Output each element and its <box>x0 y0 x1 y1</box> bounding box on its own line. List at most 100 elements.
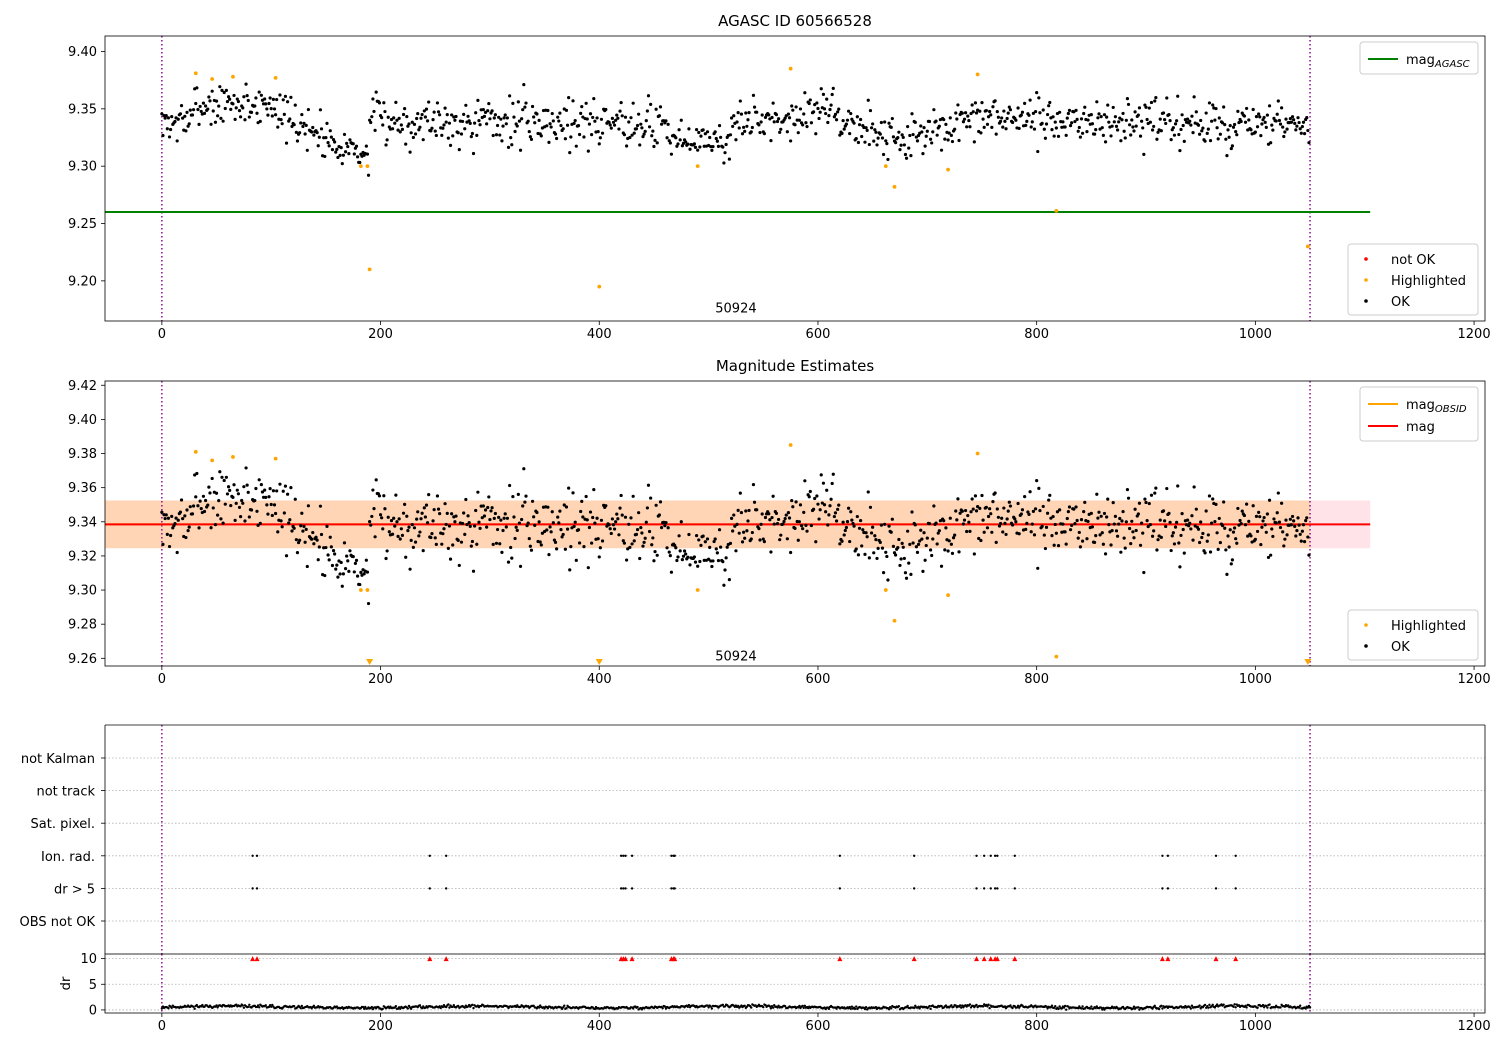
ok-point <box>306 504 310 508</box>
dr-point <box>968 1003 972 1006</box>
ok-point <box>1292 118 1296 122</box>
ok-point <box>962 518 967 522</box>
x-tick-label: 800 <box>1024 672 1049 687</box>
ok-point <box>760 113 764 117</box>
dr-point <box>912 1006 916 1010</box>
ok-point <box>598 546 602 550</box>
ok-point <box>923 558 927 562</box>
highlighted-point <box>231 455 235 459</box>
ok-point <box>370 514 374 519</box>
ok-point <box>944 526 948 530</box>
ok-point <box>413 540 418 544</box>
ok-point <box>1194 110 1198 114</box>
ok-point <box>651 129 655 133</box>
highlighted-point <box>365 588 370 592</box>
ok-point <box>907 561 911 565</box>
ok-point <box>871 122 875 126</box>
ok-point <box>339 560 343 565</box>
ok-point <box>1064 542 1068 546</box>
ok-point <box>1260 122 1264 126</box>
ok-point <box>501 528 505 533</box>
dr-point <box>1090 1005 1093 1008</box>
ok-point <box>206 107 210 111</box>
ok-point <box>848 131 852 136</box>
ok-point <box>900 133 904 137</box>
ok-point <box>1204 111 1208 115</box>
ok-point <box>1136 512 1140 516</box>
ok-point <box>604 107 608 112</box>
ok-point <box>966 114 970 118</box>
ok-point <box>507 483 512 488</box>
ok-point <box>1037 486 1041 490</box>
ok-point <box>831 472 835 476</box>
ok-point <box>334 567 338 571</box>
flag-point <box>1214 854 1218 857</box>
ok-point <box>776 517 781 522</box>
ok-point <box>738 99 742 103</box>
ok-point <box>1153 491 1157 495</box>
ok-point <box>289 486 293 490</box>
ok-point <box>486 505 490 510</box>
ok-point <box>537 520 541 524</box>
ok-point <box>185 110 189 114</box>
ok-point <box>228 488 232 493</box>
ok-point <box>392 516 396 520</box>
dr-point <box>565 1007 568 1010</box>
ok-point <box>1031 509 1035 514</box>
ok-point <box>521 108 525 112</box>
ok-point <box>417 534 421 538</box>
dr-point <box>300 1004 304 1008</box>
ok-point <box>1295 124 1299 128</box>
ok-point <box>1163 118 1167 122</box>
ok-point <box>500 550 504 555</box>
dr-point <box>661 1006 664 1010</box>
ok-point <box>304 123 308 127</box>
ok-point <box>1145 117 1149 122</box>
ok-point <box>1097 510 1101 514</box>
ok-point <box>1182 139 1186 143</box>
ok-point <box>968 125 972 129</box>
ok-point <box>596 130 600 134</box>
ok-point <box>1172 542 1177 546</box>
ok-point <box>699 134 703 138</box>
ok-point <box>785 130 789 134</box>
ok-point <box>873 128 877 132</box>
ok-point <box>327 558 331 562</box>
ok-point <box>1065 116 1069 120</box>
ok-point <box>553 132 558 136</box>
ok-point <box>655 141 659 145</box>
ok-point <box>802 112 806 116</box>
ok-point <box>438 512 442 516</box>
ok-point <box>1055 510 1060 514</box>
ok-point <box>743 536 747 540</box>
ok-point <box>1029 530 1033 534</box>
y-tick-label: 9.34 <box>68 515 97 530</box>
ok-point <box>880 136 885 140</box>
dr-point <box>381 1007 384 1011</box>
ok-point <box>809 523 814 528</box>
flag-point <box>670 887 673 890</box>
ok-point <box>637 511 641 515</box>
ok-point <box>931 130 935 134</box>
ok-point <box>864 126 868 130</box>
ok-point <box>1254 115 1259 119</box>
ok-point <box>469 544 473 548</box>
ok-point <box>769 139 773 143</box>
ok-point <box>1280 106 1284 110</box>
ok-point <box>844 525 848 530</box>
ok-point <box>686 142 690 146</box>
ok-point <box>642 132 646 136</box>
ok-point <box>323 573 327 578</box>
ok-point <box>728 541 733 545</box>
ok-point <box>1014 118 1018 122</box>
ok-point <box>467 119 471 123</box>
ok-point <box>1099 514 1103 518</box>
ok-point <box>558 509 562 513</box>
ok-point <box>1041 108 1045 112</box>
ok-point <box>631 101 635 105</box>
ok-point <box>1008 504 1013 508</box>
ok-point <box>989 512 993 516</box>
ok-point <box>459 132 464 136</box>
ok-point <box>480 516 484 520</box>
ok-point <box>818 110 822 114</box>
